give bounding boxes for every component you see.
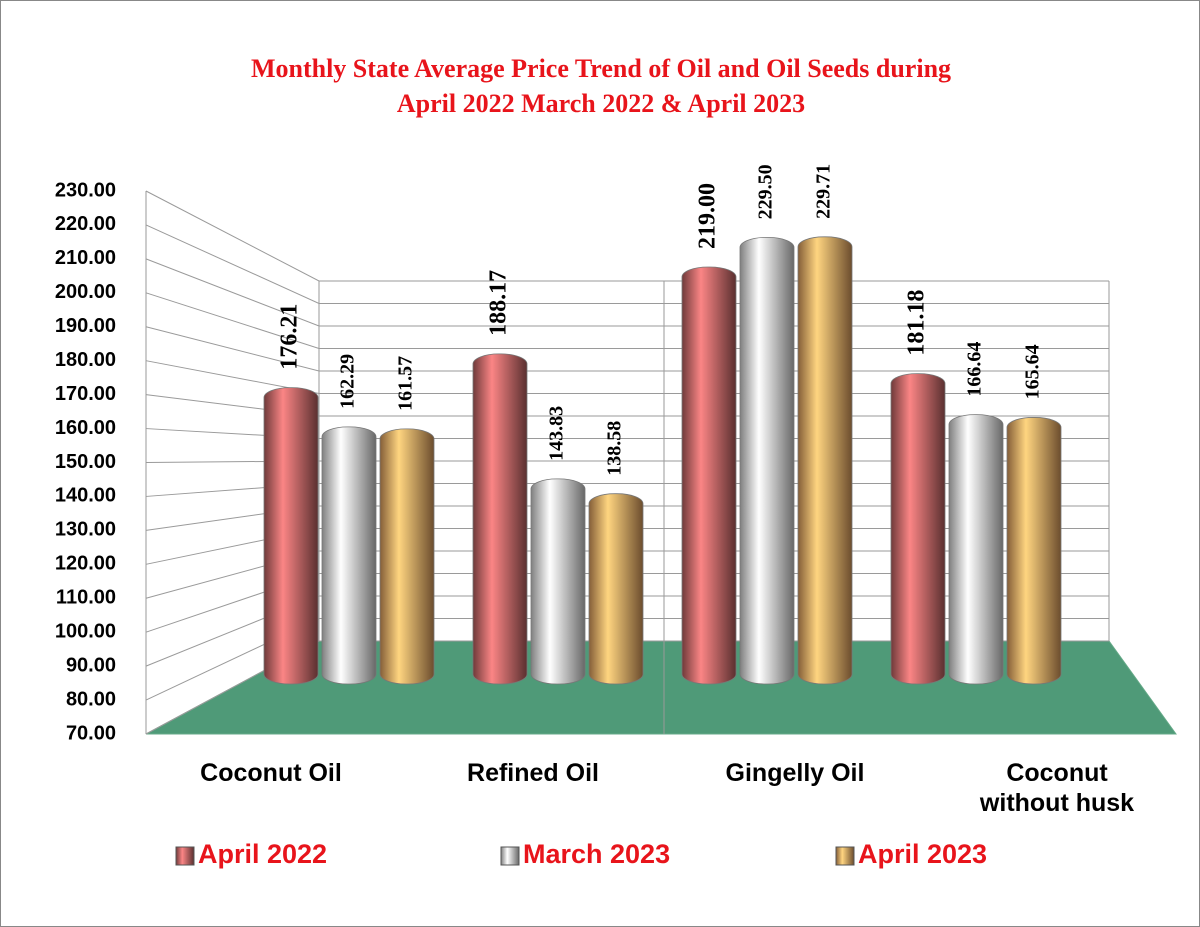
value-label: 166.64 (964, 342, 986, 397)
legend-label: April 2022 (198, 839, 327, 869)
y-tick-label: 140.00 (55, 485, 116, 507)
bar (740, 237, 794, 684)
value-label: 229.71 (813, 164, 835, 219)
x-tick-label: Coconut without husk (967, 758, 1147, 818)
bar (264, 388, 318, 684)
bar (682, 267, 736, 684)
x-tick-label: Refined Oil (443, 758, 623, 788)
chart-container: Monthly State Average Price Trend of Oil… (0, 0, 1200, 927)
bar (473, 354, 527, 684)
y-tick-label: 70.00 (66, 722, 116, 744)
grid-line (146, 191, 1109, 281)
legend-swatch (501, 847, 519, 865)
y-tick-label: 220.00 (55, 213, 116, 235)
bar (949, 415, 1003, 684)
y-tick-label: 210.00 (55, 247, 116, 269)
value-label: 188.17 (486, 270, 512, 336)
value-label: 181.18 (904, 290, 930, 356)
legend-swatch (176, 847, 194, 865)
bar (589, 494, 643, 684)
y-tick-label: 170.00 (55, 383, 116, 405)
value-label: 176.21 (277, 304, 303, 370)
grid-line (146, 225, 1109, 304)
legend-label: March 2023 (523, 839, 670, 869)
y-tick-label: 200.00 (55, 281, 116, 303)
legend-swatch (836, 847, 854, 865)
y-tick-label: 180.00 (55, 349, 116, 371)
value-label: 143.83 (546, 406, 568, 461)
bar (322, 427, 376, 684)
bar (380, 429, 434, 684)
value-label: 161.57 (395, 356, 417, 411)
x-tick-label: Gingelly Oil (705, 758, 885, 788)
x-tick-label: Coconut Oil (181, 758, 361, 788)
y-tick-label: 110.00 (56, 587, 116, 609)
chart-title: Monthly State Average Price Trend of Oil… (251, 54, 951, 83)
bar (798, 237, 852, 684)
bar (1007, 417, 1061, 684)
y-tick-label: 190.00 (55, 315, 116, 337)
value-label: 165.64 (1022, 344, 1044, 399)
bar (891, 374, 945, 684)
legend-label: April 2023 (858, 839, 987, 869)
y-tick-label: 120.00 (55, 553, 116, 575)
y-tick-label: 100.00 (55, 620, 116, 642)
bar (531, 479, 585, 684)
y-tick-label: 90.00 (66, 654, 116, 676)
chart-subtitle: April 2022 March 2022 & April 2023 (397, 89, 805, 118)
value-label: 229.50 (755, 164, 777, 219)
value-label: 162.29 (337, 354, 359, 409)
y-tick-label: 150.00 (55, 451, 116, 473)
value-label: 219.00 (695, 183, 721, 249)
y-tick-label: 160.00 (55, 417, 116, 439)
y-tick-label: 80.00 (66, 688, 116, 710)
y-tick-label: 230.00 (55, 179, 116, 201)
value-label: 138.58 (604, 421, 626, 476)
y-tick-label: 130.00 (55, 519, 116, 541)
